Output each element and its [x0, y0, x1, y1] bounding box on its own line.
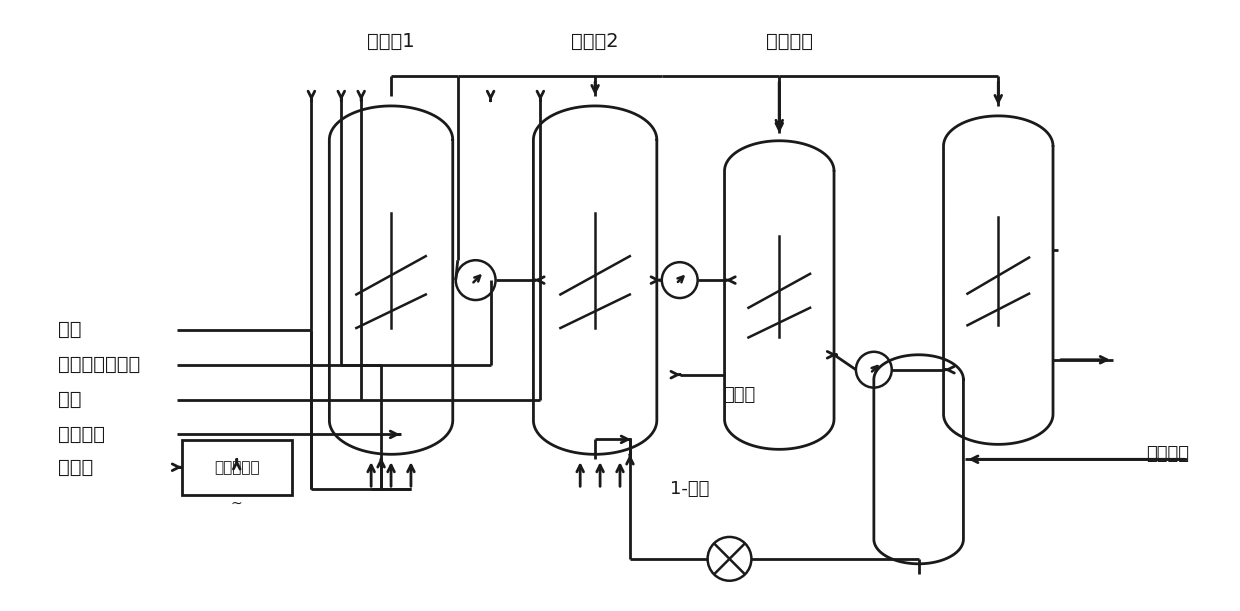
Text: 助催化剂: 助催化剂: [57, 425, 104, 444]
Text: 反应器2: 反应器2: [572, 32, 619, 51]
Text: 后反应器: 后反应器: [766, 32, 812, 51]
Text: 回收己烷: 回收己烷: [1146, 445, 1189, 463]
Text: 反应器1: 反应器1: [367, 32, 415, 51]
Text: 催化剂: 催化剂: [57, 458, 93, 477]
Text: 氢气: 氢气: [57, 320, 81, 339]
Text: 回收罐: 回收罐: [723, 386, 755, 404]
Text: 1-丁烯: 1-丁烯: [670, 480, 709, 498]
Text: 己烷: 己烷: [57, 390, 81, 409]
Text: 催化剂制备: 催化剂制备: [215, 459, 259, 475]
Text: 乙烯，共聚单体: 乙烯，共聚单体: [57, 355, 140, 374]
Text: ~: ~: [231, 497, 243, 511]
FancyBboxPatch shape: [182, 441, 291, 495]
